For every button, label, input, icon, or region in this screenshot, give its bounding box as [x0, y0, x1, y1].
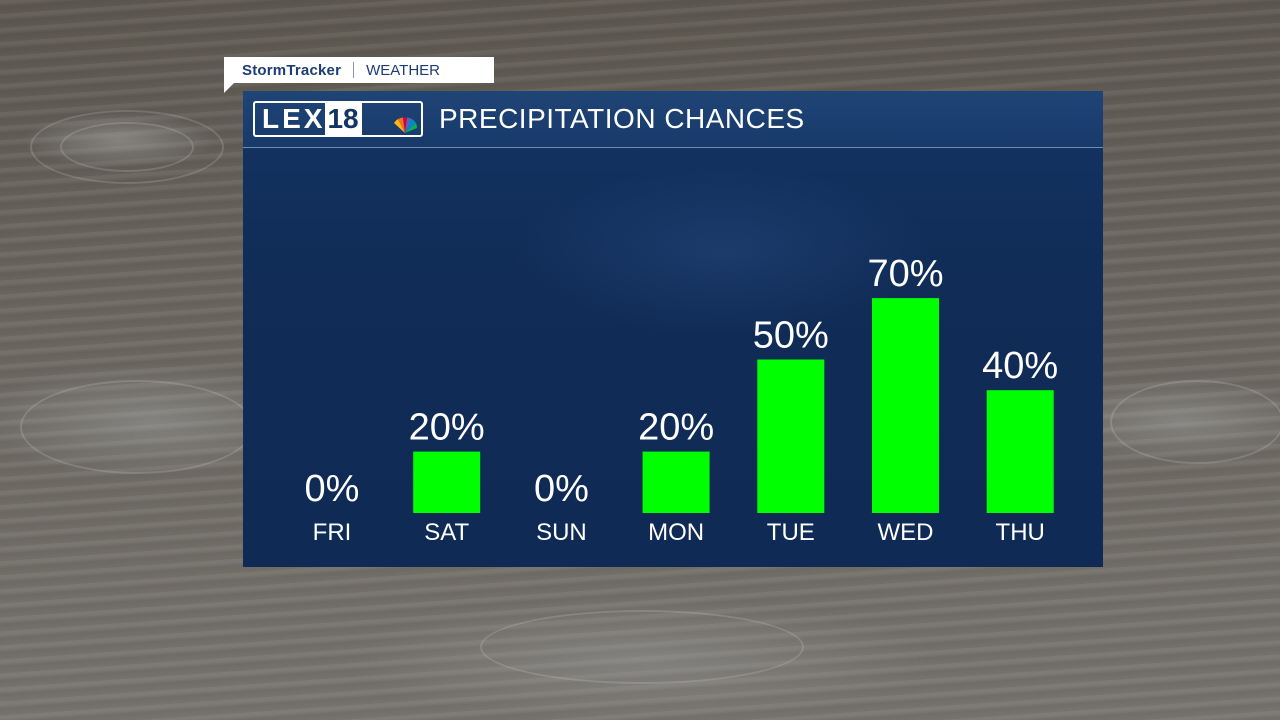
precipitation-panel: LEX 18 PRECIPITATION CHANCES 0% FRI 20% SAT…	[243, 91, 1103, 567]
brand-section: WEATHER	[366, 61, 441, 79]
rain-ripple	[1110, 380, 1280, 464]
peacock-icon	[394, 117, 418, 133]
rain-ripple	[30, 110, 224, 184]
brand-tag-tail	[224, 83, 234, 93]
value-label-fri: 0%	[305, 468, 360, 510]
day-label-sun: SUN	[536, 519, 587, 546]
value-label-sun: 0%	[534, 468, 589, 510]
station-logo-number: 18	[325, 103, 362, 135]
day-label-fri: FRI	[313, 519, 352, 546]
panel-title: PRECIPITATION CHANCES	[439, 103, 805, 134]
day-label-wed: WED	[878, 519, 934, 546]
brand-name: StormTracker	[242, 61, 342, 79]
value-label-thu: 40%	[982, 345, 1058, 387]
station-logo: LEX 18	[253, 101, 423, 137]
station-logo-letters: LEX	[262, 103, 326, 134]
day-label-mon: MON	[648, 519, 704, 546]
value-label-tue: 50%	[753, 315, 829, 357]
rain-ripple	[480, 610, 804, 684]
value-label-wed: 70%	[867, 253, 943, 295]
bar-thu	[986, 390, 1054, 513]
bar-tue	[757, 359, 825, 513]
day-label-tue: TUE	[767, 519, 815, 546]
bar-wed	[872, 298, 939, 513]
panel-header: LEX 18 PRECIPITATION CHANCES	[243, 91, 1103, 148]
rain-ripple	[20, 380, 254, 474]
day-label-thu: THU	[996, 519, 1045, 546]
bar-sat	[413, 451, 481, 513]
rain-ripple	[60, 122, 194, 172]
precipitation-bar-chart: 0% FRI 20% SAT 0% SUN 20% MON 50% TUE 70% WED 40% THU	[305, 253, 1059, 546]
day-label-sat: SAT	[424, 519, 469, 546]
stormtracker-weather-tag: StormTracker WEATHER	[224, 57, 494, 83]
bar-mon	[642, 451, 710, 513]
value-label-mon: 20%	[638, 407, 714, 449]
value-label-sat: 20%	[409, 407, 485, 449]
brand-divider	[353, 62, 355, 78]
